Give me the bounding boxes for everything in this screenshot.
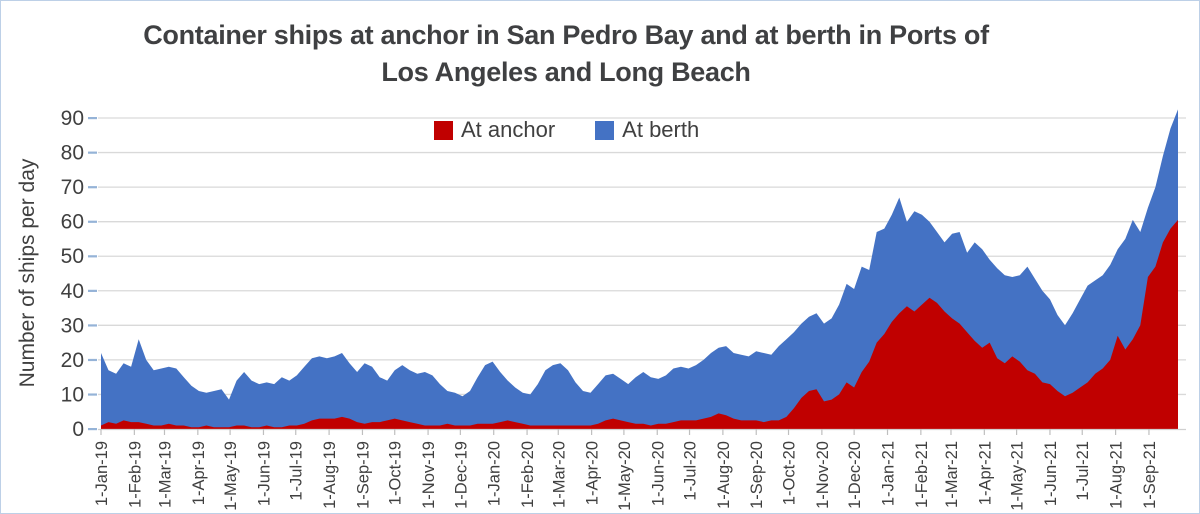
y-tick-mark [88,393,97,396]
x-tick-label: 1-Apr-20 [584,441,602,505]
x-tick-label: 1-Jan-20 [486,441,504,506]
legend-item-at-anchor: At anchor [434,117,555,143]
y-tick-label: 20 [61,349,84,372]
anchor-swatch-icon [434,120,453,140]
chart-title-line2: Los Angeles and Long Beach [381,57,751,87]
y-tick-mark [88,428,97,431]
y-tick-mark [88,358,97,362]
legend: At anchor At berth [434,117,699,143]
x-tick-label: 1-Mar-21 [943,441,961,508]
x-tick-label: 1-Jan-19 [93,441,111,506]
y-tick-label: 50 [61,245,84,268]
chart-title-line1: Container ships at anchor in San Pedro B… [143,20,989,50]
legend-label-at-anchor: At anchor [461,117,556,142]
legend-label-at-berth: At berth [622,117,700,142]
x-tick-label: 1-Jul-19 [288,441,306,501]
x-tick-label: 1-Sep-21 [1141,441,1159,509]
x-tick-label: 1-Aug-20 [715,441,733,509]
y-tick-label: 90 [61,107,84,130]
x-tick-label: 1-Sep-20 [748,441,766,509]
berth-swatch-icon [595,120,615,140]
x-tick-label: 1-Jun-21 [1042,441,1060,506]
y-tick-mark [88,220,97,223]
y-tick-label: 60 [61,211,84,234]
x-tick-label: 1-Dec-20 [846,441,864,509]
chart-title: Container ships at anchor in San Pedro B… [1,17,1131,91]
x-tick-label: 1-Sep-19 [354,441,372,509]
y-tick-label: 40 [61,280,84,303]
legend-item-at-berth: At berth [595,117,699,143]
y-tick-label: 30 [61,314,84,337]
x-tick-label: 1-May-21 [1009,441,1027,511]
x-tick-label: 1-Mar-20 [550,441,568,508]
y-tick-label: 0 [72,418,84,441]
y-tick-label: 80 [61,142,84,165]
x-tick-label: 1-Jun-20 [649,441,667,506]
y-tick-mark [88,117,97,120]
y-tick-mark [88,186,97,189]
x-tick-label: 1-Feb-19 [126,441,144,508]
anchor-area [101,219,1178,429]
x-tick-label: 1-Jan-21 [880,441,898,506]
x-tick-label: 1-May-19 [222,441,240,511]
y-tick-mark [88,255,97,258]
y-tick-label: 10 [61,383,84,406]
x-tick-label: 1-May-20 [616,441,634,511]
x-tick-label: 1-Mar-19 [156,441,174,508]
x-tick-label: 1-Apr-19 [190,441,208,505]
x-tick-label: 1-Dec-19 [452,441,470,509]
x-tick-label: 1-Feb-20 [519,441,537,508]
x-tick-label: 1-Jun-19 [255,441,273,506]
x-tick-label: 1-Oct-19 [387,441,405,505]
y-tick-label: 70 [61,176,84,199]
x-tick-label: 1-Jul-20 [682,441,700,501]
y-tick-mark [88,151,97,154]
x-tick-label: 1-Aug-19 [321,441,339,509]
x-tick-label: 1-Oct-20 [781,441,799,505]
x-tick-label: 1-Feb-21 [913,441,931,508]
x-tick-label: 1-Aug-21 [1108,441,1126,509]
x-tick-label: 1-Nov-20 [814,441,832,509]
y-tick-mark [88,324,97,327]
x-tick-label: 1-Nov-19 [420,441,438,509]
x-tick-label: 1-Apr-21 [976,441,994,505]
x-tick-label: 1-Jul-21 [1074,441,1092,501]
y-tick-mark [88,289,97,292]
